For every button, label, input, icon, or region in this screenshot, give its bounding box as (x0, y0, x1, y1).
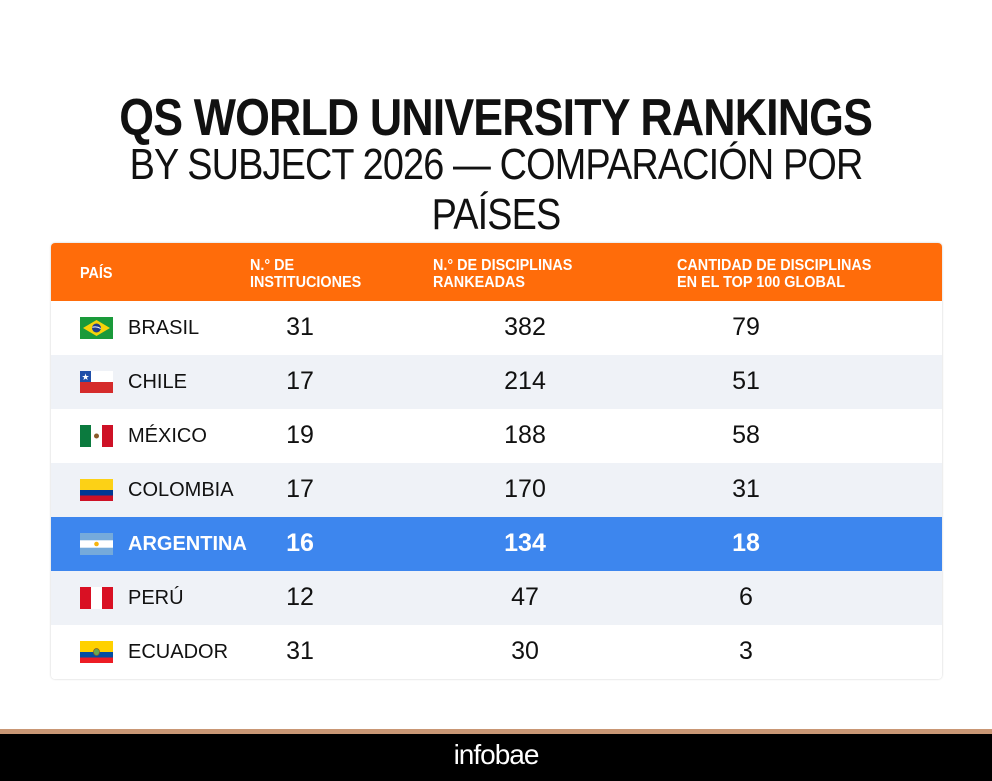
svg-text:★: ★ (81, 372, 89, 382)
top100-value: 58 (732, 421, 760, 449)
disciplines-value: 47 (511, 583, 539, 611)
disciplines-value: 382 (504, 313, 546, 341)
institutions-value: 17 (286, 367, 314, 395)
top100-value: 51 (732, 367, 760, 395)
header-disciplines: N.° DE DISCIPLINAS RANKEADAS (433, 257, 573, 291)
institutions-value: 16 (286, 529, 314, 557)
institutions-value: 12 (286, 583, 314, 611)
footer-divider (0, 729, 992, 734)
institutions-value: 31 (286, 313, 314, 341)
table-row: COLOMBIA 17 170 31 (51, 463, 942, 517)
table-header: PAÍS N.° DE INSTITUCIONES N.° DE DISCIPLI… (51, 243, 942, 301)
flag-ecuador-icon (80, 641, 113, 663)
top100-value: 3 (739, 637, 753, 665)
country-name: CHILE (128, 371, 187, 393)
country-name: MÉXICO (128, 425, 207, 447)
institutions-value: 31 (286, 637, 314, 665)
top100-value: 6 (739, 583, 753, 611)
country-name: BRASIL (128, 317, 200, 339)
header-country: PAÍS (80, 265, 113, 282)
infobae-logo: infobae (453, 739, 540, 770)
top100-value: 18 (732, 529, 760, 557)
flag-brazil-icon (80, 317, 113, 339)
flag-chile-icon: ★ (80, 371, 113, 393)
table-row: ECUADOR 31 30 3 (51, 625, 942, 679)
country-name: PERÚ (128, 587, 184, 609)
institutions-value: 17 (286, 475, 314, 503)
country-name: COLOMBIA (128, 479, 234, 501)
table-row: ★ CHILE 17 214 51 (51, 355, 942, 409)
flag-mexico-icon (80, 425, 113, 447)
ranking-table: PAÍS N.° DE INSTITUCIONES N.° DE DISCIPLI… (51, 243, 942, 679)
top100-value: 31 (732, 475, 760, 503)
table-row: PERÚ 12 47 6 (51, 571, 942, 625)
country-name: ECUADOR (128, 641, 229, 663)
disciplines-value: 188 (504, 421, 546, 449)
table-row: ARGENTINA 16 134 18 (51, 517, 942, 571)
flag-peru-icon (80, 587, 113, 609)
disciplines-value: 170 (504, 475, 546, 503)
title-line-2: BY SUBJECT 2026 — COMPARACIÓN POR PAÍSES (129, 140, 864, 239)
disciplines-value: 30 (511, 637, 539, 665)
table-row: BRASIL 31 382 79 (51, 301, 942, 355)
table-row: MÉXICO 19 188 58 (51, 409, 942, 463)
title-line-1: QS WORLD UNIVERSITY RANKINGS (119, 89, 874, 147)
flag-argentina-icon (80, 533, 113, 555)
disciplines-value: 134 (504, 529, 546, 557)
top100-value: 79 (732, 313, 760, 341)
flag-colombia-icon (80, 479, 113, 501)
disciplines-value: 214 (504, 367, 546, 395)
header-top100: CANTIDAD DE DISCIPLINAS EN EL TOP 100 GLO… (677, 257, 872, 291)
header-institutions: N.° DE INSTITUCIONES (250, 257, 362, 291)
footer: infobae (0, 734, 992, 781)
country-name: ARGENTINA (128, 533, 247, 555)
institutions-value: 19 (286, 421, 314, 449)
